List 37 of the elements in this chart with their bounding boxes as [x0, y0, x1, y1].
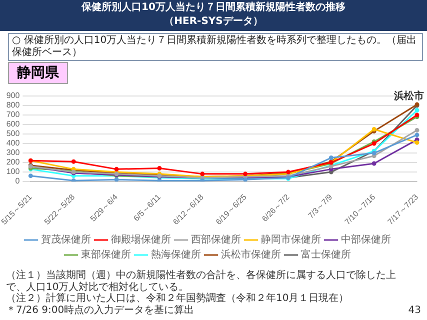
x-tick-label: 5/29～6/4: [88, 192, 120, 224]
legend-label: 東部保健所: [81, 248, 131, 261]
text: （注１）当該期間（週）中の新規陽性者数の合計を、各保健所に属する人口で除した上で、人口10万人対比で相対化している。: [6, 270, 397, 292]
text: ＊7/26 9:00時点の入力データを基に算出: [6, 304, 196, 316]
x-tick-label: 5/22～5/28: [42, 192, 77, 227]
y-tick-label: 800: [6, 100, 20, 110]
legend-label: 富士保健所: [301, 248, 351, 261]
text: （注２）計算に用いた人口は、令和２年国勢調査（令和２年10月１日現在）: [6, 293, 350, 304]
legend-label: 浜松市保健所: [221, 248, 281, 261]
x-tick-label: 6/5～6/11: [132, 192, 163, 224]
x-tick-label: 6/19～6/25: [214, 192, 249, 227]
x-tick-label: 7/17～7/23: [386, 192, 420, 227]
y-tick-label: 0: [15, 176, 20, 186]
legend-label: 西部保健所: [191, 234, 241, 246]
chart-subtitle: （HER-SYSデータ）: [163, 15, 264, 29]
legend-label: 静岡市保健所: [261, 234, 321, 246]
x-tick-label: 6/12～6/18: [171, 192, 206, 227]
text: ○ 保健所別の人口10万人当たり７日間累積新規陽性者数を時系列で整理したもの。（届出保健所ベース）: [8, 33, 423, 61]
x-tick-label: 7/10～7/16: [343, 192, 378, 227]
y-tick-label: 200: [6, 158, 20, 167]
chart-title: 保健所別人口10万人当たり７日間累積新規陽性者数の推移: [80, 1, 346, 15]
legend-label: 賀茂保健所: [41, 234, 91, 246]
text: 静岡県: [8, 62, 68, 84]
y-tick-label: 700: [6, 110, 20, 120]
y-tick-label: 100: [6, 167, 20, 176]
y-tick-label: 400: [6, 138, 20, 148]
y-tick-label: 500: [6, 129, 20, 138]
x-tick-label: 6/26～7/2: [260, 192, 292, 224]
text: 43: [408, 305, 421, 316]
legend-label: 中部保健所: [341, 234, 391, 246]
legend-label: 熱海保健所: [151, 248, 201, 261]
y-tick-label: 300: [6, 148, 20, 158]
annotation: 浜松市: [393, 90, 424, 102]
y-tick-label: 600: [6, 120, 20, 129]
x-tick-label: 7/3～7/9: [306, 192, 335, 220]
y-tick-label: 900: [6, 91, 20, 100]
legend-label: 御殿場保健所: [111, 234, 171, 246]
